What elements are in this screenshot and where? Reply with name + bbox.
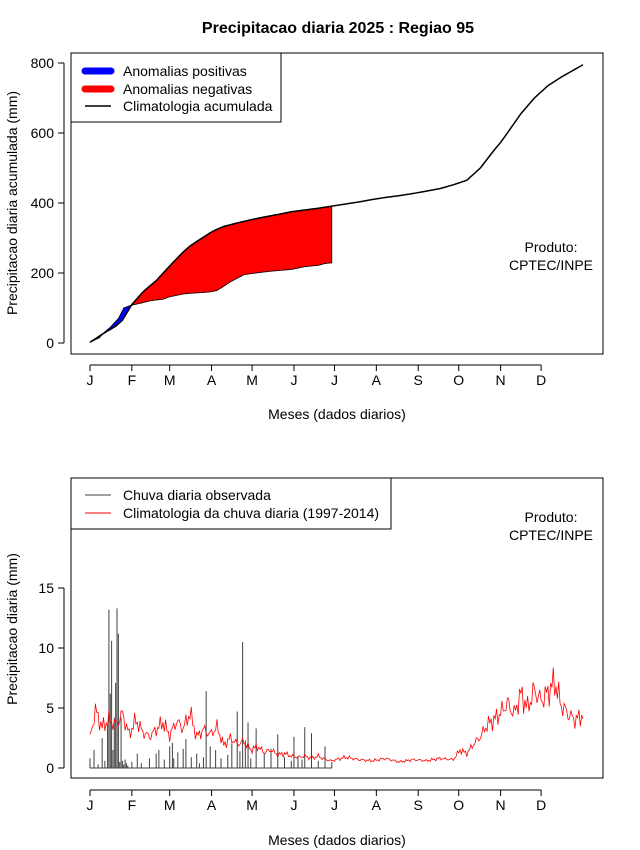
legend-climatology-label: Climatologia da chuva diaria (1997-2014) xyxy=(123,505,379,521)
y-axis: 0 200 400 600 800 xyxy=(31,55,65,351)
x-tick-label: O xyxy=(453,372,464,388)
y-tick-label: 400 xyxy=(31,195,55,211)
y-tick-label: 15 xyxy=(38,580,54,596)
observed-rain-bars xyxy=(89,608,333,769)
x-tick-label: M xyxy=(164,372,176,388)
x-axis-label: Meses (dados diarios) xyxy=(268,406,406,422)
x-tick-label: F xyxy=(128,372,137,388)
daily-climatology-line xyxy=(89,667,584,763)
negative-anomaly-area xyxy=(131,205,333,306)
legend-climatology-label: Climatologia acumulada xyxy=(123,98,273,114)
y-axis-label: Precipitacao diaria acumulada (mm) xyxy=(4,91,20,315)
x-tick-label: A xyxy=(372,372,382,388)
chart-title: Precipitacao diaria 2025 : Regiao 95 xyxy=(202,20,474,37)
climatology-cumulative-line xyxy=(89,64,584,343)
y-tick-label: 800 xyxy=(31,55,55,71)
legend-negative-label: Anomalias negativas xyxy=(123,81,252,97)
product-label-line2: CPTEC/INPE xyxy=(509,527,593,543)
y-tick-label: 0 xyxy=(46,760,54,776)
x-tick-label: S xyxy=(414,372,423,388)
x-tick-label: J xyxy=(290,797,297,813)
product-label-line1: Produto: xyxy=(525,509,578,525)
x-axis-label: Meses (dados diarios) xyxy=(268,832,406,848)
x-tick-label: N xyxy=(496,372,506,388)
x-tick-label: J xyxy=(87,372,94,388)
x-tick-label: A xyxy=(372,797,382,813)
x-tick-label: J xyxy=(331,372,338,388)
positive-anomaly-area xyxy=(103,303,133,335)
x-tick-label: M xyxy=(246,797,258,813)
x-tick-label: M xyxy=(164,797,176,813)
x-tick-label: A xyxy=(207,797,217,813)
daily-panel: 0 5 10 15 J F M A M J J A S O N D Precipitacao diaria … xyxy=(4,477,604,848)
x-tick-label: D xyxy=(536,797,546,813)
y-axis: 0 5 10 15 xyxy=(38,580,65,776)
product-label-line1: Produto: xyxy=(525,239,578,255)
x-tick-label: F xyxy=(128,797,137,813)
x-tick-label: J xyxy=(290,372,297,388)
x-tick-label: O xyxy=(453,797,464,813)
cumulative-panel: 0 200 400 600 800 J F M A M J J A S O N D Precipitacao … xyxy=(4,52,604,422)
legend: Anomalias positivas Anomalias negativas … xyxy=(70,52,282,123)
legend: Chuva diaria observada Climatologia da c… xyxy=(70,477,392,530)
x-tick-label: A xyxy=(207,372,217,388)
x-tick-label: N xyxy=(496,797,506,813)
x-tick-label: J xyxy=(87,797,94,813)
y-axis-label: Precipitacao diaria (mm) xyxy=(4,553,20,705)
x-tick-label: S xyxy=(414,797,423,813)
y-tick-label: 0 xyxy=(46,335,54,351)
legend-box xyxy=(70,477,392,530)
plot-frame xyxy=(70,52,604,355)
y-tick-label: 10 xyxy=(38,640,54,656)
x-tick-label: J xyxy=(331,797,338,813)
x-tick-label: D xyxy=(536,372,546,388)
legend-observed-label: Chuva diaria observada xyxy=(123,487,271,503)
y-tick-label: 200 xyxy=(31,265,55,281)
x-tick-label: M xyxy=(246,372,258,388)
y-tick-label: 5 xyxy=(46,700,54,716)
y-tick-label: 600 xyxy=(31,125,55,141)
product-label-line2: CPTEC/INPE xyxy=(509,257,593,273)
anomaly-areas xyxy=(89,205,333,343)
legend-positive-label: Anomalias positivas xyxy=(123,63,247,79)
